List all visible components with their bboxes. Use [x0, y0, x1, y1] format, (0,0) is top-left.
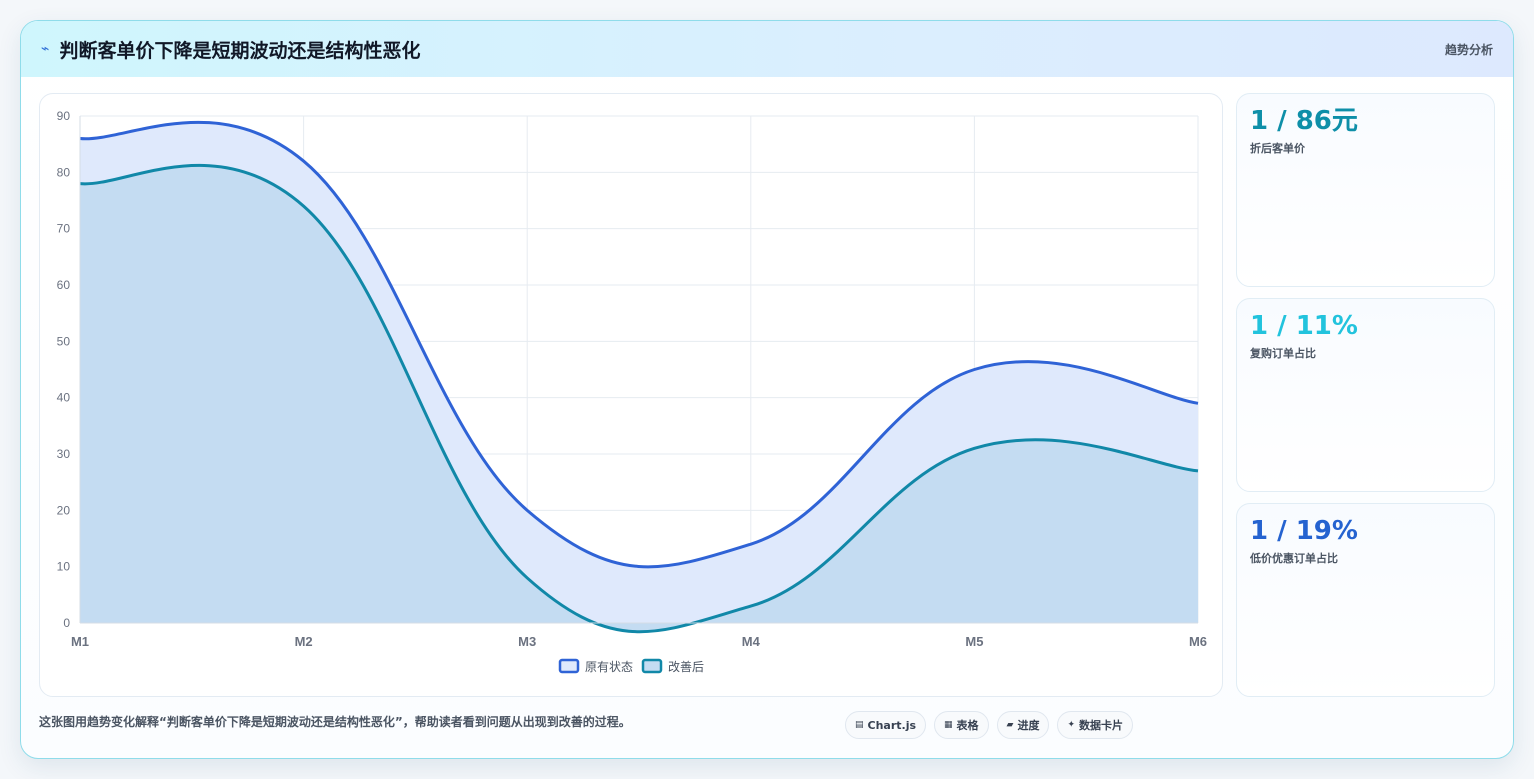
chip-label: 数据卡片	[1079, 719, 1124, 732]
kpi-value: 1 / 86元	[1250, 106, 1358, 136]
y-tick-label: 20	[57, 503, 71, 517]
kpi-label: 复购订单占比	[1250, 347, 1316, 360]
trend-analysis-tag: 趋势分析	[1444, 42, 1493, 57]
chip-progress[interactable]: ▰ 进度	[996, 711, 1050, 739]
y-tick-label: 10	[57, 560, 71, 574]
kpi-card-avg-order-value: 1 / 86元 折后客单价	[1236, 93, 1495, 287]
y-tick-label: 80	[57, 165, 71, 179]
kpi-card-discount-order-share: 1 / 19% 低价优惠订单占比	[1236, 503, 1495, 697]
x-tick-label: M5	[965, 634, 983, 649]
y-tick-label: 0	[63, 616, 70, 630]
series-area-2	[80, 165, 1198, 632]
lightning-icon: ⌁	[41, 41, 50, 57]
y-tick-label: 60	[57, 278, 71, 292]
chip-label: 进度	[1017, 719, 1040, 732]
chart-panel: 0 10 20 30 40 50 60 70 80 90 M1 M2 M3 M4 M5 M6 原有状态 改善后	[39, 93, 1223, 697]
chip-label: 表格	[956, 719, 979, 732]
kpi-card-repeat-order-share: 1 / 11% 复购订单占比	[1236, 298, 1495, 492]
kpi-value: 1 / 19%	[1250, 516, 1358, 546]
series-line-1	[79, 120, 1199, 569]
y-tick-label: 30	[57, 447, 71, 461]
y-tick-label: 70	[57, 222, 71, 236]
y-tick-label: 40	[57, 391, 71, 405]
chart-icon: ▤	[855, 720, 864, 730]
area-chart: 0 10 20 30 40 50 60 70 80 90 M1 M2 M3 M4 M5 M6 原有状态 改善后	[57, 109, 1207, 674]
y-tick-label: 90	[57, 109, 71, 123]
x-tick-label: M2	[295, 634, 313, 649]
progress-icon: ▰	[1006, 720, 1014, 730]
x-tick-label: M6	[1189, 634, 1207, 649]
card-header: ⌁ 判断客单价下降是短期波动还是结构性恶化 趋势分析	[21, 21, 1513, 77]
chart-card: ⌁ 判断客单价下降是短期波动还是结构性恶化 趋势分析 0 10 20 30 40 50 60…	[20, 20, 1514, 759]
chip-data-card[interactable]: ✦ 数据卡片	[1057, 711, 1134, 739]
kpi-label: 折后客单价	[1250, 142, 1305, 155]
table-icon: ▦	[944, 720, 953, 730]
legend-swatch	[558, 658, 580, 674]
page-title: 判断客单价下降是短期波动还是结构性恶化	[59, 39, 421, 62]
legend-swatch	[641, 658, 663, 674]
kpi-label: 低价优惠订单占比	[1250, 552, 1338, 565]
y-tick-label: 50	[57, 334, 71, 348]
chip-label: Chart.js	[867, 718, 917, 732]
card-icon: ✦	[1067, 720, 1076, 730]
chip-table[interactable]: ▦ 表格	[934, 711, 989, 739]
x-tick-label: M3	[518, 634, 536, 649]
x-tick-label: M1	[71, 634, 89, 649]
series-line-2	[79, 163, 1199, 634]
x-tick-label: M4	[742, 634, 761, 649]
kpi-value: 1 / 11%	[1250, 311, 1358, 341]
chart-description: 这张图用趋势变化解释“判断客单价下降是短期波动还是结构性恶化”，帮助读者看到问题…	[39, 715, 631, 729]
chip-chartjs[interactable]: ▤ Chart.js	[845, 711, 927, 739]
legend-label: 改善后	[668, 659, 704, 674]
legend-label: 原有状态	[585, 660, 633, 674]
tech-chips: ▤ Chart.js ▦ 表格 ▰ 进度 ✦ 数据卡片	[845, 711, 1134, 739]
